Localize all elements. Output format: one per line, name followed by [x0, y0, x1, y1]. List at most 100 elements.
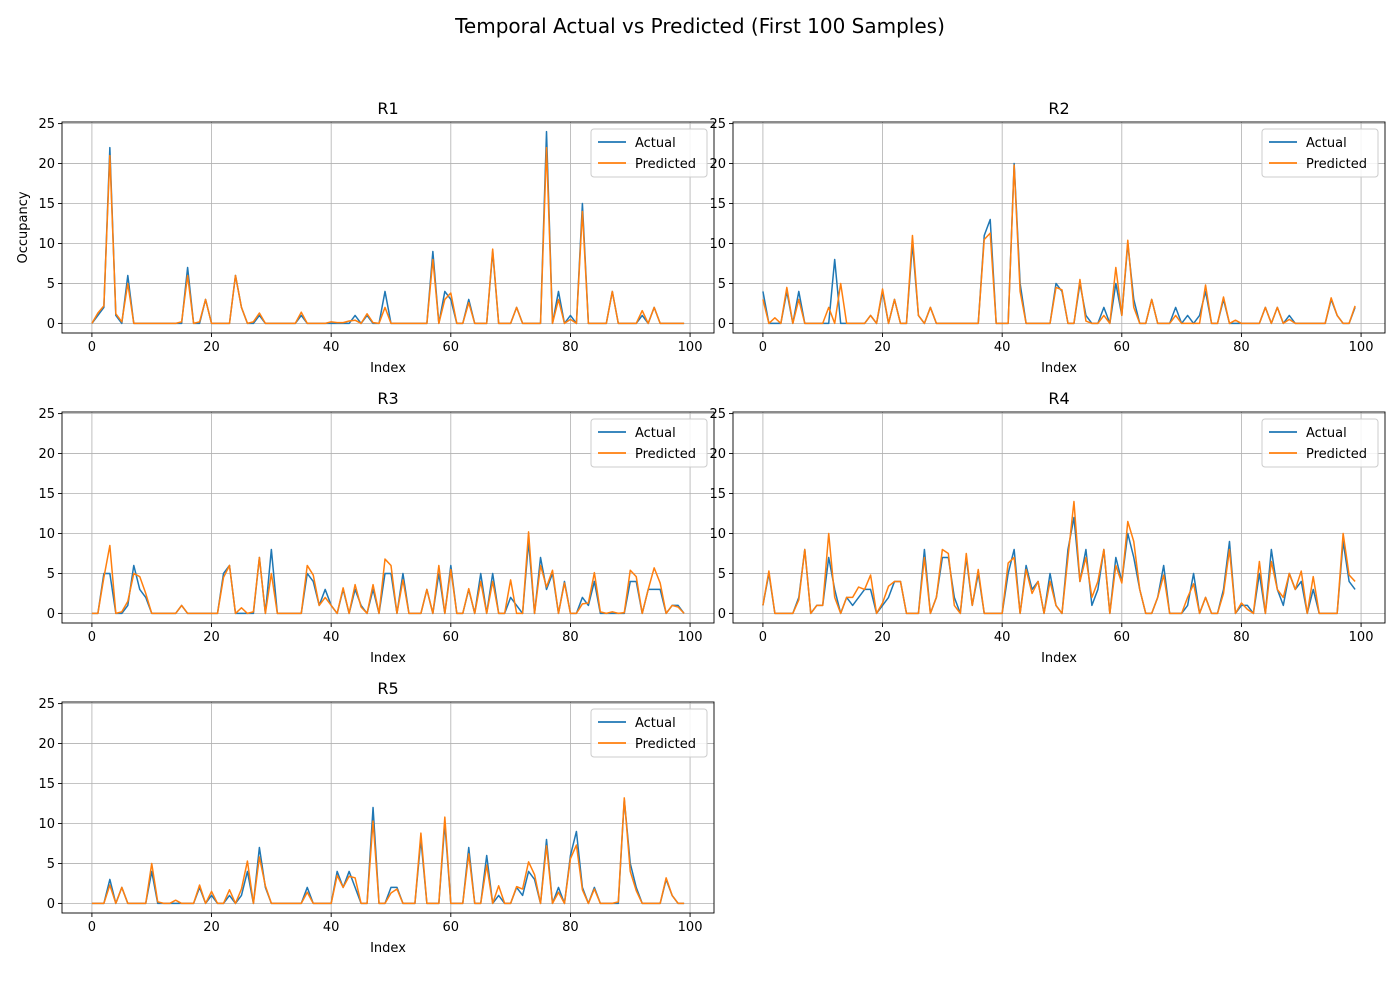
x-tick-label: 100 — [678, 340, 703, 355]
x-tick-label: 20 — [203, 340, 220, 355]
x-tick-label: 20 — [874, 630, 891, 645]
x-tick-label: 20 — [203, 920, 220, 935]
y-tick-label: 25 — [38, 697, 55, 712]
series-line-actual — [762, 516, 1356, 615]
x-tick-label: 0 — [88, 920, 96, 935]
y-tick-label: 0 — [47, 897, 55, 912]
x-tick-label: 80 — [1233, 630, 1250, 645]
axes-frame — [732, 121, 1386, 334]
legend: Actual Predicted — [590, 418, 708, 468]
y-tick-label: 25 — [709, 117, 726, 132]
legend-label: Actual — [635, 716, 676, 731]
x-tick-label: 60 — [1114, 340, 1131, 355]
y-tick-label: 15 — [38, 487, 55, 502]
series-line-predicted — [762, 500, 1356, 615]
series-line-predicted — [91, 531, 685, 615]
axes-frame — [732, 411, 1386, 624]
series-line-predicted — [762, 164, 1356, 325]
subplot-title: R1 — [377, 99, 398, 118]
subplot-r4: 0 20 40 60 80 100 0 5 10 15 20 25 R4 Index Actual Predi… — [709, 389, 1386, 666]
y-tick-label: 5 — [718, 567, 726, 582]
y-tick-label: 10 — [38, 527, 55, 542]
x-tick-label: 80 — [562, 920, 579, 935]
x-tick-label: 40 — [994, 340, 1011, 355]
y-tick-label: 25 — [38, 117, 55, 132]
legend: Actual Predicted — [590, 128, 708, 178]
x-tick-label: 40 — [323, 920, 340, 935]
x-tick-label: 60 — [443, 920, 460, 935]
y-tick-label: 20 — [709, 447, 726, 462]
x-axis-label: Index — [1041, 651, 1077, 666]
x-tick-label: 0 — [759, 340, 767, 355]
x-tick-label: 40 — [994, 630, 1011, 645]
subplot-r2: 0 20 40 60 80 100 0 5 10 15 20 25 R2 Index Actual Predi… — [709, 99, 1386, 376]
legend-label: Predicted — [635, 447, 696, 462]
axes-frame — [61, 701, 715, 914]
legend-label: Predicted — [1306, 157, 1367, 172]
subplot-title: R5 — [377, 679, 398, 698]
x-tick-label: 20 — [203, 630, 220, 645]
x-axis-label: Index — [370, 651, 406, 666]
x-tick-label: 0 — [759, 630, 767, 645]
y-tick-label: 5 — [718, 277, 726, 292]
x-tick-label: 60 — [443, 630, 460, 645]
y-tick-label: 5 — [47, 277, 55, 292]
y-tick-label: 20 — [38, 737, 55, 752]
x-tick-label: 40 — [323, 630, 340, 645]
y-tick-label: 10 — [38, 237, 55, 252]
x-tick-label: 80 — [562, 340, 579, 355]
subplot-r5: 0 20 40 60 80 100 0 5 10 15 20 25 R5 Index Actual Predi… — [38, 679, 715, 956]
legend-label: Actual — [635, 426, 676, 441]
subplot-r1: 0 20 40 60 80 100 0 5 10 15 20 25 R1 Index Occupancy Ac… — [16, 99, 715, 376]
legend-box — [590, 128, 708, 178]
subplot-title: R4 — [1048, 389, 1069, 408]
x-tick-label: 100 — [678, 630, 703, 645]
legend-box — [590, 708, 708, 758]
y-tick-label: 25 — [709, 407, 726, 422]
y-tick-label: 15 — [709, 197, 726, 212]
x-tick-label: 0 — [88, 630, 96, 645]
y-tick-label: 15 — [38, 777, 55, 792]
y-tick-label: 25 — [38, 407, 55, 422]
legend-label: Actual — [1306, 426, 1347, 441]
x-tick-label: 60 — [1114, 630, 1131, 645]
x-tick-label: 20 — [874, 340, 891, 355]
subplot-r3: 0 20 40 60 80 100 0 5 10 15 20 25 R3 Index Actual Predi… — [38, 389, 715, 666]
x-tick-label: 80 — [1233, 340, 1250, 355]
y-tick-label: 0 — [718, 317, 726, 332]
legend: Actual Predicted — [1261, 128, 1379, 178]
legend-label: Predicted — [635, 737, 696, 752]
y-tick-label: 5 — [47, 567, 55, 582]
y-tick-label: 20 — [709, 157, 726, 172]
figure-title: Temporal Actual vs Predicted (First 100 … — [455, 14, 945, 38]
axes-frame — [61, 411, 715, 624]
legend: Actual Predicted — [1261, 418, 1379, 468]
x-tick-label: 100 — [1349, 340, 1374, 355]
series-line-predicted — [91, 146, 685, 325]
x-tick-label: 40 — [323, 340, 340, 355]
legend-label: Actual — [1306, 136, 1347, 151]
subplot-title: R2 — [1048, 99, 1069, 118]
y-tick-label: 5 — [47, 857, 55, 872]
y-tick-label: 15 — [38, 197, 55, 212]
y-tick-label: 20 — [38, 157, 55, 172]
x-tick-label: 100 — [678, 920, 703, 935]
legend-label: Predicted — [1306, 447, 1367, 462]
x-tick-label: 0 — [88, 340, 96, 355]
y-tick-label: 20 — [38, 447, 55, 462]
y-tick-label: 0 — [718, 607, 726, 622]
subplot-title: R3 — [377, 389, 398, 408]
y-tick-label: 10 — [709, 237, 726, 252]
x-tick-label: 60 — [443, 340, 460, 355]
y-tick-label: 15 — [709, 487, 726, 502]
legend-box — [1261, 128, 1379, 178]
y-tick-label: 10 — [38, 817, 55, 832]
axes-frame — [61, 121, 715, 334]
y-tick-label: 0 — [47, 317, 55, 332]
legend-box — [1261, 418, 1379, 468]
series-line-actual — [91, 798, 685, 905]
legend-label: Predicted — [635, 157, 696, 172]
y-axis-label: Occupancy — [16, 191, 31, 263]
